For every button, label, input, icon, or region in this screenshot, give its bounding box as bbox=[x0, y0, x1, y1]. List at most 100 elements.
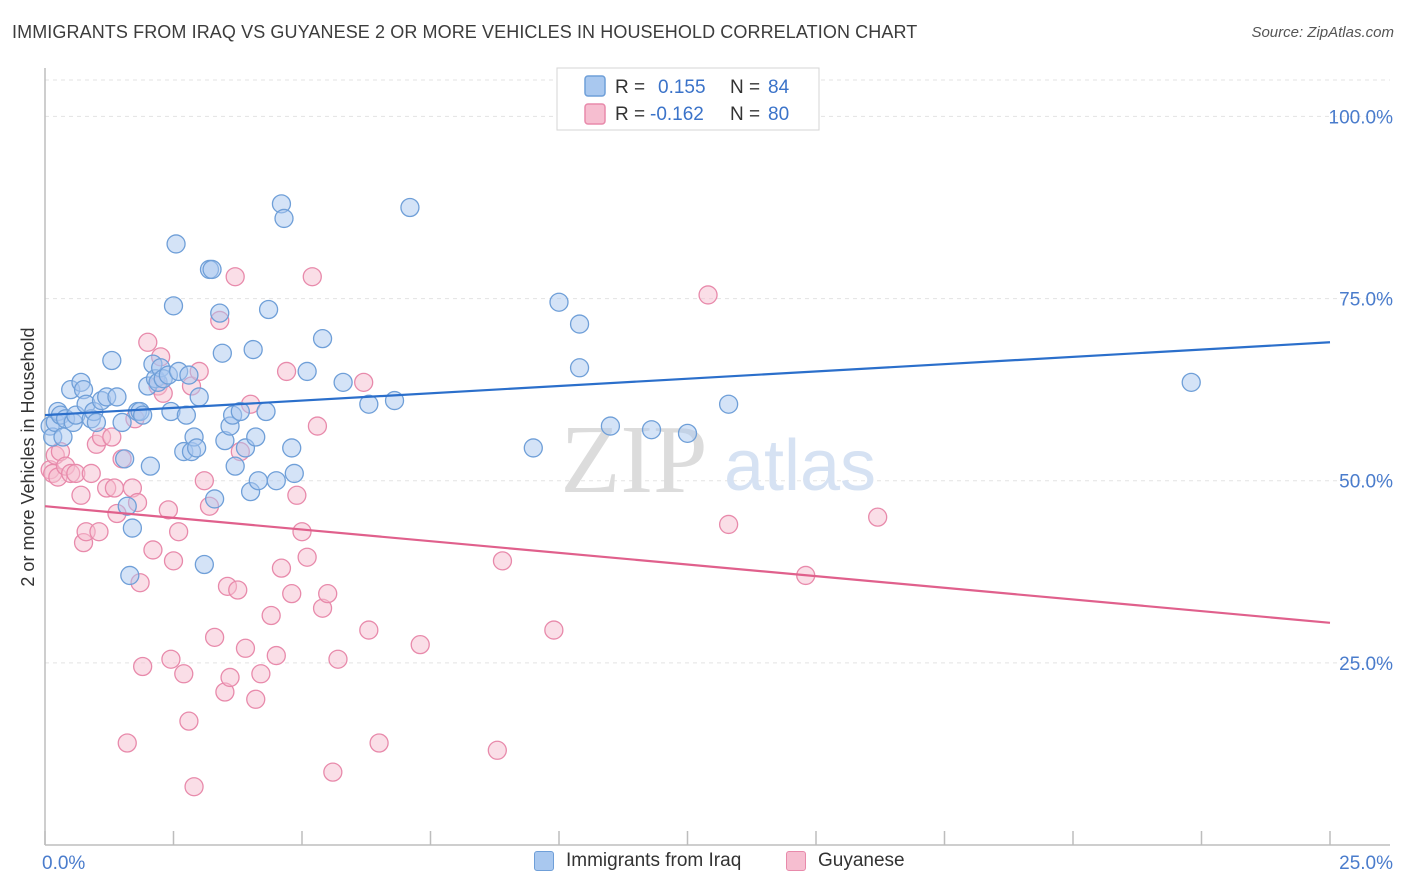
guyanese-point bbox=[328, 649, 348, 669]
iraq-point bbox=[243, 339, 263, 360]
iraq-point bbox=[140, 456, 161, 476]
guyanese-point bbox=[276, 361, 297, 382]
iraq-point bbox=[179, 365, 199, 385]
iraq-point bbox=[1181, 372, 1201, 393]
guyanese-point bbox=[138, 332, 158, 352]
guyanese-point bbox=[251, 664, 271, 684]
guyanese-point bbox=[318, 583, 338, 604]
guyanese-point bbox=[287, 485, 307, 505]
guyanese-point bbox=[266, 645, 286, 666]
guyanese-point bbox=[161, 649, 181, 669]
iraq-point bbox=[230, 401, 250, 422]
guyanese-point bbox=[117, 733, 137, 753]
iraq-point bbox=[312, 328, 333, 349]
legend-r-label-iraq: R = bbox=[615, 77, 645, 98]
x-tick-labels: 0.0% 25.0% bbox=[42, 853, 1393, 874]
guyanese-point bbox=[158, 500, 179, 520]
guyanese-point bbox=[271, 558, 292, 578]
iraq-point bbox=[266, 471, 286, 491]
guyanese-point bbox=[282, 583, 302, 604]
y-tick-label: 50.0% bbox=[1339, 472, 1393, 493]
iraq-point bbox=[718, 394, 739, 414]
guyanese-point bbox=[168, 522, 189, 542]
x-tick-label: 25.0% bbox=[1339, 853, 1393, 874]
iraq-point bbox=[400, 197, 420, 218]
iraq-point bbox=[117, 496, 137, 516]
guyanese-point bbox=[228, 580, 248, 600]
iraq-point bbox=[225, 456, 245, 476]
grid-lines bbox=[45, 79, 1390, 664]
y-tick-label: 100.0% bbox=[1329, 107, 1394, 128]
iraq-point bbox=[115, 449, 135, 469]
iraq-point bbox=[569, 314, 590, 334]
legend-swatch-guyanese bbox=[584, 103, 606, 125]
legend-item-guyanese[interactable]: Guyanese bbox=[786, 850, 905, 872]
guyanese-points bbox=[40, 267, 888, 797]
guyanese-point bbox=[354, 372, 374, 393]
iraq-point bbox=[212, 343, 232, 363]
guyanese-point bbox=[369, 733, 389, 753]
iraq-point bbox=[202, 259, 222, 280]
legend-label-iraq: Immigrants from Iraq bbox=[566, 850, 742, 871]
watermark-atlas: atlas bbox=[724, 426, 876, 506]
guyanese-point bbox=[297, 547, 317, 567]
legend-swatch-iraq bbox=[534, 851, 554, 871]
guyanese-point bbox=[292, 522, 312, 542]
iraq-point bbox=[189, 387, 209, 407]
iraq-point bbox=[256, 401, 276, 422]
iraq-point bbox=[359, 394, 379, 414]
correlation-legend: R = 0.155 N = 84 R = -0.162 N = 80 bbox=[556, 67, 820, 131]
axes bbox=[44, 68, 1390, 846]
guyanese-point bbox=[544, 620, 564, 640]
iraq-point bbox=[122, 518, 143, 538]
legend-n-label-guyanese: N = bbox=[730, 104, 760, 125]
guyanese-point bbox=[133, 656, 153, 677]
iraq-point bbox=[246, 427, 266, 447]
guyanese-point bbox=[163, 551, 184, 571]
legend-swatch-guyanese bbox=[786, 851, 806, 871]
iraq-point bbox=[186, 438, 207, 458]
trend-lines bbox=[44, 341, 1331, 624]
iraq-point bbox=[641, 420, 662, 440]
y-tick-label: 75.0% bbox=[1339, 290, 1393, 311]
chart-title: IMMIGRANTS FROM IRAQ VS GUYANESE 2 OR MO… bbox=[12, 22, 918, 42]
iraq-point bbox=[258, 299, 279, 320]
guyanese-point bbox=[184, 777, 204, 797]
guyanese-point bbox=[102, 427, 122, 447]
guyanese-point bbox=[220, 667, 240, 688]
iraq-point bbox=[120, 565, 140, 586]
guyanese-trend-line bbox=[44, 505, 1331, 624]
y-tick-labels: 25.0% 50.0% 75.0% 100.0% bbox=[1329, 107, 1394, 674]
y-axis-label: 2 or more Vehicles in Household bbox=[18, 327, 38, 586]
guyanese-point bbox=[868, 507, 888, 527]
iraq-trend-line bbox=[44, 341, 1331, 417]
iraq-point bbox=[274, 208, 294, 229]
guyanese-point bbox=[143, 540, 163, 560]
guyanese-point bbox=[235, 638, 256, 658]
bottom-legend: Immigrants from Iraq Guyanese bbox=[0, 850, 1406, 880]
iraq-point bbox=[166, 234, 186, 254]
guyanese-point bbox=[81, 463, 101, 484]
legend-r-value-guyanese: -0.162 bbox=[650, 104, 704, 125]
iraq-point bbox=[248, 471, 268, 491]
guyanese-point bbox=[261, 605, 281, 626]
legend-n-label-iraq: N = bbox=[730, 77, 760, 98]
watermark-zip: ZIP bbox=[561, 406, 708, 514]
iraq-point bbox=[163, 296, 184, 316]
guyanese-point bbox=[89, 522, 109, 542]
legend-r-value-iraq: 0.155 bbox=[658, 77, 706, 98]
legend-item-iraq[interactable]: Immigrants from Iraq bbox=[534, 850, 741, 872]
iraq-point bbox=[210, 303, 230, 323]
guyanese-point bbox=[359, 620, 379, 640]
iraq-point bbox=[176, 405, 197, 425]
guyanese-point bbox=[225, 267, 245, 287]
guyanese-point bbox=[487, 740, 507, 760]
iraq-point bbox=[107, 387, 127, 407]
guyanese-point bbox=[307, 416, 328, 436]
guyanese-point bbox=[698, 285, 718, 305]
iraq-point bbox=[112, 412, 132, 433]
guyanese-point bbox=[323, 762, 343, 782]
iraq-point bbox=[333, 372, 353, 393]
guyanese-point bbox=[246, 689, 266, 709]
